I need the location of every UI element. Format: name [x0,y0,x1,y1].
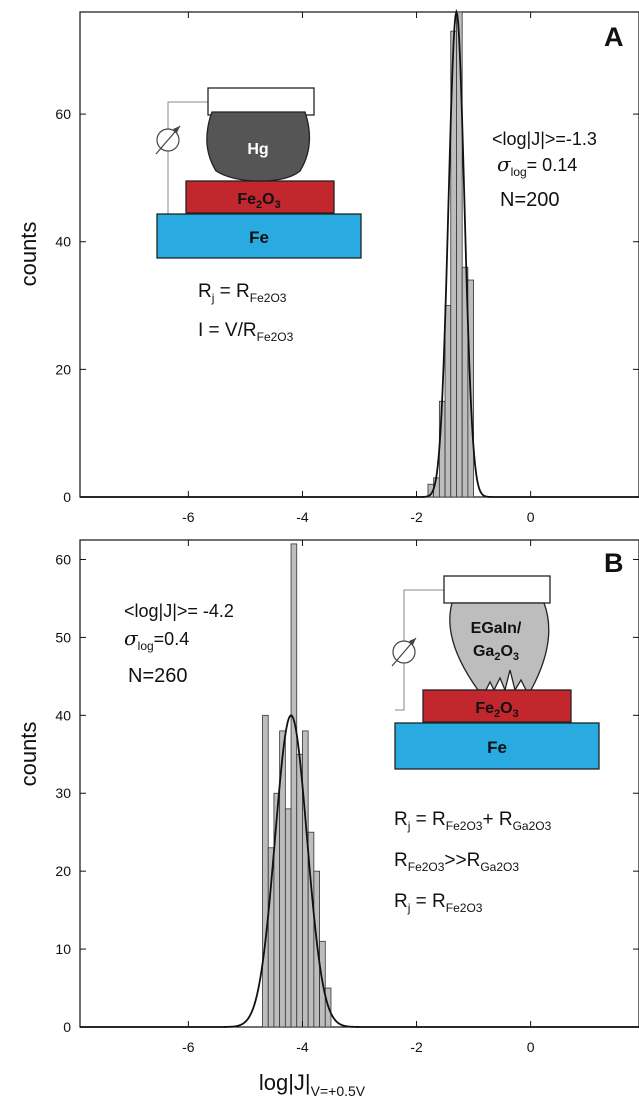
y-tick-label: 20 [55,361,71,377]
panel-a-ylabel: counts [16,222,41,287]
fe-label: Fe [487,738,507,757]
top-contact [443,575,551,604]
top-contact [207,87,315,116]
y-tick-label: 0 [63,1019,71,1035]
panel-a-mean-label: <log|J|>=-1.3 [492,129,597,149]
y-tick-label: 60 [55,551,71,567]
ammeter-arrowhead [409,638,416,645]
x-tick-label: -2 [410,1039,423,1055]
histogram-bar [296,753,303,1028]
fe-label: Fe [249,228,269,247]
egain-label-line2: Ga2O3 [473,643,519,663]
panel-a-label: A [604,22,624,52]
histogram-bar [456,11,463,498]
x-tick-label: -6 [182,1039,195,1055]
panel-a-y-ticks: 0 20 40 60 [55,106,639,505]
fe-substrate [156,213,362,259]
x-tick-label: -4 [296,1039,309,1055]
x-tick-label: -2 [410,509,423,525]
sigma-value: =0.4 [154,629,190,649]
x-tick-label: 0 [527,1039,535,1055]
histogram-bar [262,714,269,1028]
panel-b-y-ticks: 0 10 20 30 40 50 60 [55,551,639,1035]
panel-b-x-ticks: -6 -4 -2 0 [182,540,535,1055]
fe2o3-layer [422,689,572,723]
x-tick-label: -6 [182,509,195,525]
y-tick-label: 40 [55,234,71,250]
sigma-value: = 0.14 [527,155,578,175]
fe2o3-label: Fe2O3 [475,700,518,720]
y-tick-label: 20 [55,863,71,879]
fe2o3-layer [185,180,335,214]
panel-b: 0 10 20 30 40 50 60 -6 -4 -2 0 B counts <log|J|>=… [16,539,639,1055]
egain-label-line1: EGaIn/ [471,620,522,637]
panel-b-sigma: σlog=0.4 [124,626,189,653]
hg-label: Hg [247,141,268,158]
y-tick-label: 0 [63,489,71,505]
y-tick-label: 30 [55,785,71,801]
panel-a-n-label: N=200 [500,189,560,211]
y-tick-label: 60 [55,106,71,122]
x-tick-label: 0 [527,509,535,525]
panel-b-mean-label: <log|J|>= -4.2 [124,601,234,621]
x-tick-label: -4 [296,509,309,525]
panel-a-eq2: I = V/RFe2O3 [198,320,294,344]
histogram-bar [313,870,320,1028]
histogram-bar [444,305,452,498]
y-tick-label: 40 [55,707,71,723]
y-tick-label: 50 [55,629,71,645]
panel-a-gaussian-fit [80,8,639,498]
panel-b-bars [262,543,332,1028]
panel-a-sigma: σlog= 0.14 [497,152,577,179]
fe-substrate [394,722,600,770]
ammeter-arrowhead [173,126,180,133]
fe2o3-label: Fe2O3 [237,191,280,211]
histogram-bar [290,543,298,1028]
panel-b-ylabel: counts [16,722,41,787]
panel-a-eq1: Rj = RFe2O3 [198,281,287,305]
panel-b-eq2: RFe2O3>>RGa2O3 [394,850,519,874]
sigma-symbol: σ [497,152,512,176]
y-tick-label: 10 [55,941,71,957]
panel-b-gaussian-fit [80,714,639,1028]
sigma-symbol: σ [124,626,139,650]
panel-b-eq3: Rj = RFe2O3 [394,891,483,915]
panel-a-schematic: Hg Fe2O3 Fe [155,87,362,259]
histogram-bar [284,808,292,1028]
panel-b-label: B [604,548,624,578]
histogram-bar [302,730,309,1028]
sigma-sub: log [138,639,154,653]
panel-a: 0 20 40 60 -6 -4 -2 0 A counts <log|J|>=-1.3 σ… [16,8,639,525]
x-axis-label: log|J|V=+0.5V [259,1070,366,1099]
egain-tip [449,602,550,693]
panel-b-n-label: N=260 [128,665,188,687]
panel-b-eq1: Rj = RFe2O3+ RGa2O3 [394,809,552,833]
panel-b-schematic: EGaIn/ Ga2O3 Fe2O3 Fe [391,575,600,770]
sigma-sub: log [511,165,527,179]
panel-a-x-ticks: -6 -4 -2 0 [182,12,535,525]
